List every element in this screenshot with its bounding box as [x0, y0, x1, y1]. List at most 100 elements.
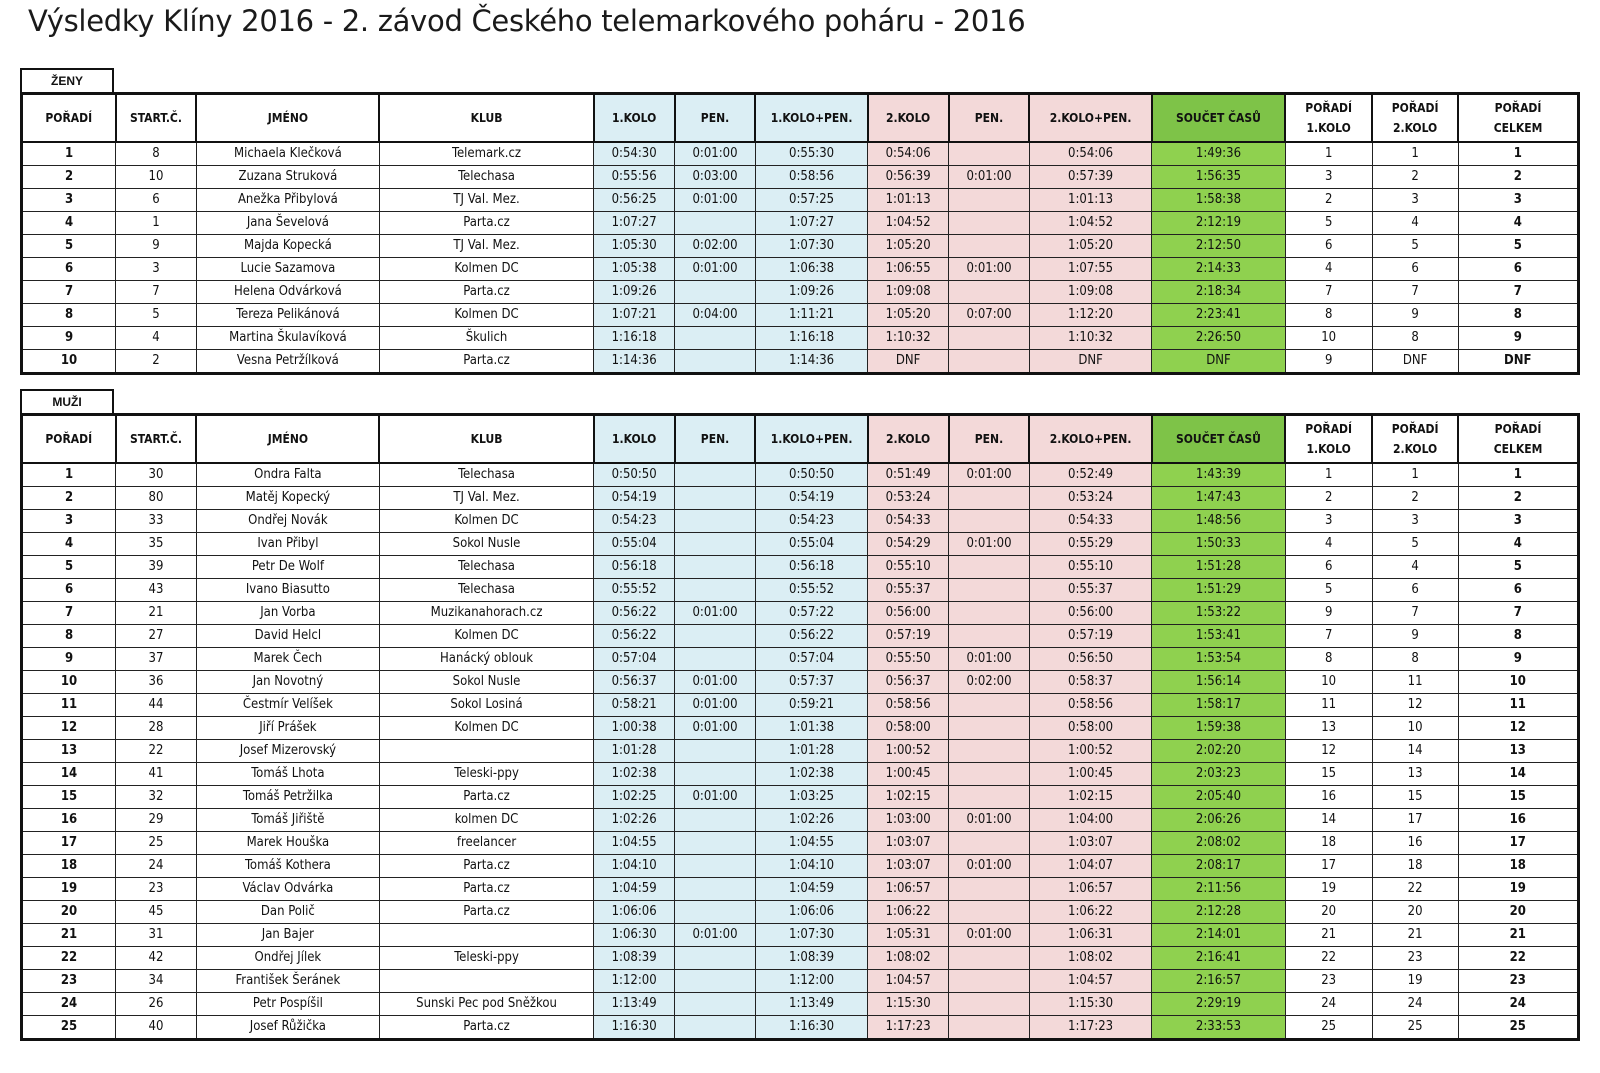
cell-rank-overall: 11	[1457, 693, 1580, 717]
cell-round2-total: 0:55:29	[1028, 532, 1153, 556]
cell-start-number: 42	[115, 946, 197, 970]
cell-round2-penalty: 0:01:00	[948, 923, 1030, 947]
cell-club: Telechasa	[378, 555, 595, 579]
cell-round2-total: 1:06:22	[1028, 900, 1153, 924]
cell-round1-time: 1:06:30	[593, 923, 676, 947]
cell-rank-round1: 6	[1284, 234, 1373, 258]
cell-total-time: 1:58:17	[1151, 693, 1286, 717]
cell-round2-total: 1:06:57	[1028, 877, 1153, 901]
cell-round1-total: 1:09:26	[754, 280, 869, 304]
cell-rank-round1: 12	[1284, 739, 1373, 763]
cell-total-time: 2:12:28	[1151, 900, 1286, 924]
cell-start-number: 9	[115, 234, 197, 258]
cell-name: Zuzana Struková	[195, 165, 380, 189]
cell-rank-round2: 5	[1371, 532, 1459, 556]
cell-round1-time: 0:56:37	[593, 670, 676, 694]
cell-round1-total: 0:56:22	[754, 624, 869, 648]
cell-round2-total: 0:56:50	[1028, 647, 1153, 671]
cell-round2-penalty: 0:01:00	[948, 532, 1030, 556]
cell-round1-total: 0:57:25	[754, 188, 869, 212]
cell-rank-round1: 11	[1284, 693, 1373, 717]
cell-round2-penalty: 0:01:00	[948, 808, 1030, 832]
cell-name: Tomáš Petržilka	[195, 785, 380, 809]
cell-round2-penalty: 0:01:00	[948, 257, 1030, 281]
cell-round1-total: 0:54:19	[754, 486, 869, 510]
cell-total-time: 2:23:41	[1151, 303, 1286, 327]
cell-round2-total: 1:12:20	[1028, 303, 1153, 327]
cell-round2-penalty	[948, 601, 1030, 625]
cell-name: Dan Polič	[195, 900, 380, 924]
cell-round2-total: 0:52:49	[1028, 462, 1153, 487]
cell-round1-penalty	[674, 808, 756, 832]
cell-start-number: 27	[115, 624, 197, 648]
cell-start-number: 25	[115, 831, 197, 855]
cell-total-time: 2:05:40	[1151, 785, 1286, 809]
cell-rank-overall: 1	[1457, 141, 1580, 166]
column-header-rank-round1: POŘADÍ 1.KOLO	[1284, 413, 1374, 464]
cell-total-time: 2:29:19	[1151, 992, 1286, 1016]
column-header-round1-total: 1.KOLO+PEN.	[754, 92, 869, 143]
cell-rank-overall: 24	[1457, 992, 1580, 1016]
cell-total-time: 2:08:02	[1151, 831, 1286, 855]
cell-rank: 3	[20, 188, 117, 212]
cell-rank-overall: 12	[1457, 716, 1580, 740]
section-label: MUŽI	[20, 389, 114, 413]
cell-round2-time: 1:01:13	[867, 188, 950, 212]
cell-total-time: DNF	[1151, 349, 1286, 374]
cell-round2-total: 1:05:20	[1028, 234, 1153, 258]
cell-start-number: 4	[115, 326, 197, 350]
cell-rank-round1: 9	[1284, 349, 1373, 374]
cell-round2-time: 1:03:07	[867, 831, 950, 855]
cell-round1-total: 1:16:30	[754, 1015, 869, 1040]
cell-start-number: 1	[115, 211, 197, 235]
cell-rank-round1: 18	[1284, 831, 1373, 855]
cell-round2-penalty	[948, 762, 1030, 786]
cell-round2-total: 1:09:08	[1028, 280, 1153, 304]
cell-rank-round2: 14	[1371, 739, 1459, 763]
table-row: 16 29 Tomáš Jiřiště kolmen DC 1:02:26 1:02:26…	[20, 808, 1580, 832]
cell-rank-overall: 3	[1457, 509, 1580, 533]
cell-round1-total: 1:06:06	[754, 900, 869, 924]
table-row: 17 25 Marek Houška freelancer 1:04:55 1:04:55…	[20, 831, 1580, 855]
cell-rank-overall: 7	[1457, 601, 1580, 625]
cell-round2-total: 0:54:33	[1028, 509, 1153, 533]
cell-round2-penalty	[948, 785, 1030, 809]
cell-round1-penalty	[674, 969, 756, 993]
cell-rank-round2: 16	[1371, 831, 1459, 855]
cell-name: Ondřej Jílek	[195, 946, 380, 970]
cell-start-number: 21	[115, 601, 197, 625]
cell-start-number: 32	[115, 785, 197, 809]
cell-total-time: 1:50:33	[1151, 532, 1286, 556]
cell-start-number: 37	[115, 647, 197, 671]
column-header-round2-total: 2.KOLO+PEN.	[1028, 413, 1153, 464]
table-row: 11 44 Čestmír Velíšek Sokol Losiná 0:58:21 0:…	[20, 693, 1580, 717]
table-row: 9 4 Martina Škulavíková Škulich 1:16:18 1:16:…	[20, 326, 1580, 350]
cell-round2-time: 1:00:45	[867, 762, 950, 786]
table-row: 2 10 Zuzana Struková Telechasa 0:55:56 0:03:0…	[20, 165, 1580, 189]
cell-round2-total: 0:55:37	[1028, 578, 1153, 602]
cell-round2-total: 1:08:02	[1028, 946, 1153, 970]
cell-rank-round1: 2	[1284, 188, 1373, 212]
cell-rank-round1: 4	[1284, 532, 1373, 556]
cell-round2-total: 0:57:19	[1028, 624, 1153, 648]
cell-start-number: 22	[115, 739, 197, 763]
cell-name: David Helcl	[195, 624, 380, 648]
cell-rank-round1: 14	[1284, 808, 1373, 832]
cell-round1-penalty	[674, 462, 756, 487]
column-header-round2-time: 2.KOLO	[866, 413, 950, 464]
cell-name: Josef Mizerovský	[195, 739, 380, 763]
table-row: 5 9 Majda Kopecká TJ Val. Mez. 1:05:30 0:02:0…	[20, 234, 1580, 258]
cell-round1-penalty	[674, 647, 756, 671]
cell-round1-time: 1:02:25	[593, 785, 676, 809]
cell-round1-total: 0:56:18	[754, 555, 869, 579]
cell-round2-penalty: 0:02:00	[948, 670, 1030, 694]
cell-start-number: 23	[115, 877, 197, 901]
cell-rank: 23	[20, 969, 117, 993]
table-row: 1 30 Ondra Falta Telechasa 0:50:50 0:50:50 0:5…	[20, 462, 1580, 487]
table-row: 7 7 Helena Odvárková Parta.cz 1:09:26 1:09:26…	[20, 280, 1580, 304]
cell-rank-round1: 22	[1284, 946, 1373, 970]
cell-round2-total: 1:04:52	[1028, 211, 1153, 235]
cell-round2-total: 0:53:24	[1028, 486, 1153, 510]
column-header-round2-penalty: PEN.	[947, 413, 1031, 464]
cell-round1-penalty	[674, 486, 756, 510]
